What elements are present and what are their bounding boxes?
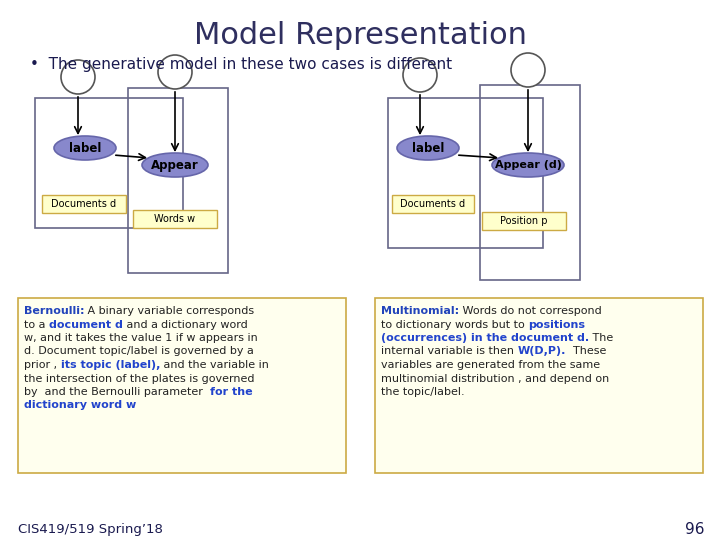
Bar (133, 210, 217, 228)
Text: for the: for the (210, 387, 253, 397)
Bar (35, 98, 183, 228)
Ellipse shape (158, 55, 192, 89)
Ellipse shape (54, 136, 116, 160)
Text: A binary variable corresponds: A binary variable corresponds (84, 306, 255, 316)
Bar (42, 195, 126, 213)
Text: prior ,: prior , (24, 360, 60, 370)
Bar (392, 195, 474, 213)
Text: to a: to a (24, 320, 49, 329)
Text: variables are generated from the same: variables are generated from the same (381, 360, 600, 370)
Text: document d: document d (49, 320, 123, 329)
Text: the topic/label.: the topic/label. (381, 387, 464, 397)
Text: by  and the Bernoulli parameter: by and the Bernoulli parameter (24, 387, 210, 397)
Bar (480, 85, 580, 280)
Text: W(D,P).: W(D,P). (518, 347, 566, 356)
Text: Multinomial:: Multinomial: (381, 306, 459, 316)
Text: and a: and a (123, 320, 161, 329)
Ellipse shape (403, 58, 437, 92)
Bar (128, 88, 228, 273)
Text: Documents d: Documents d (400, 199, 466, 209)
Text: label: label (412, 141, 444, 154)
Text: and the variable in: and the variable in (160, 360, 269, 370)
Text: Words do not correspond: Words do not correspond (459, 306, 602, 316)
Text: Position p: Position p (500, 216, 548, 226)
Text: Bernoulli:: Bernoulli: (24, 306, 84, 316)
Text: Model Representation: Model Representation (194, 21, 526, 50)
Text: Words w: Words w (154, 214, 196, 224)
Ellipse shape (397, 136, 459, 160)
Text: to dictionary words but to: to dictionary words but to (381, 320, 528, 329)
Text: dictionary word w: dictionary word w (24, 401, 136, 410)
Text: the intersection of the plates is governed: the intersection of the plates is govern… (24, 374, 254, 383)
Text: internal variable is then: internal variable is then (381, 347, 518, 356)
Ellipse shape (492, 153, 564, 177)
Text: d. Document topic/label is governed by a: d. Document topic/label is governed by a (24, 347, 254, 356)
Text: its topic (label),: its topic (label), (60, 360, 160, 370)
Text: (occurrences) in the document d.: (occurrences) in the document d. (381, 333, 589, 343)
Text: w, and it takes the value 1 if w appears in: w, and it takes the value 1 if w appears… (24, 333, 258, 343)
Text: 96: 96 (685, 523, 705, 537)
FancyBboxPatch shape (18, 298, 346, 473)
Bar (388, 98, 543, 248)
Text: Appear (d): Appear (d) (495, 160, 562, 170)
Text: Documents d: Documents d (51, 199, 117, 209)
Text: These: These (566, 347, 606, 356)
Text: label: label (69, 141, 102, 154)
Ellipse shape (142, 153, 208, 177)
Text: •  The generative model in these two cases is different: • The generative model in these two case… (30, 57, 452, 72)
Text: The: The (589, 333, 613, 343)
Text: CIS419/519 Spring’18: CIS419/519 Spring’18 (18, 523, 163, 537)
FancyBboxPatch shape (375, 298, 703, 473)
Text: Appear: Appear (151, 159, 199, 172)
Ellipse shape (511, 53, 545, 87)
Bar (482, 212, 566, 230)
Text: positions: positions (528, 320, 585, 329)
Text: dictionary word: dictionary word (161, 320, 248, 329)
Ellipse shape (61, 60, 95, 94)
Text: multinomial distribution , and depend on: multinomial distribution , and depend on (381, 374, 609, 383)
